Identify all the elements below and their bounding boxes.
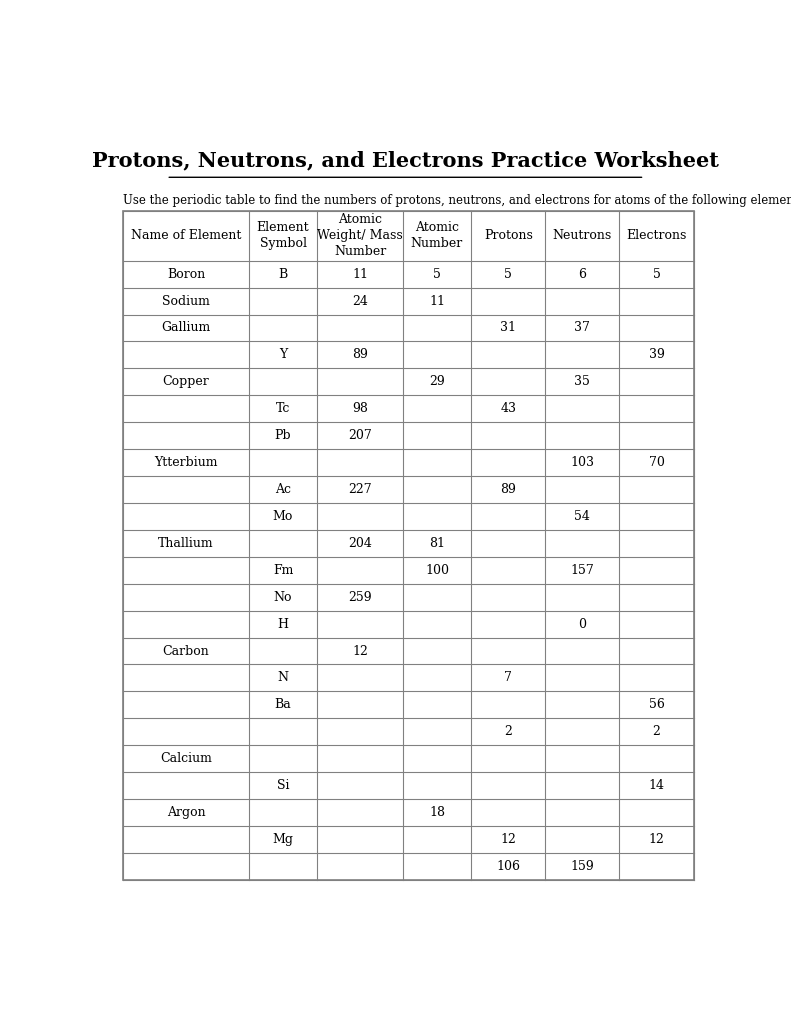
Text: Copper: Copper — [163, 376, 210, 388]
Text: Name of Element: Name of Element — [131, 229, 241, 243]
Text: Ac: Ac — [275, 483, 291, 496]
Text: Atomic
Weight/ Mass
Number: Atomic Weight/ Mass Number — [317, 213, 403, 258]
Text: 14: 14 — [649, 779, 664, 793]
Text: 157: 157 — [570, 564, 594, 577]
Text: Mo: Mo — [273, 510, 293, 523]
Text: 207: 207 — [348, 429, 372, 442]
Text: 103: 103 — [570, 456, 594, 469]
Text: 11: 11 — [429, 295, 445, 307]
Text: 89: 89 — [352, 348, 368, 361]
Text: 43: 43 — [500, 402, 517, 415]
Text: H: H — [278, 617, 289, 631]
Text: Mg: Mg — [273, 833, 293, 846]
Text: 29: 29 — [429, 376, 445, 388]
Text: 6: 6 — [578, 267, 586, 281]
Text: 35: 35 — [574, 376, 590, 388]
Text: Pb: Pb — [274, 429, 291, 442]
Text: Thallium: Thallium — [158, 537, 214, 550]
Text: 204: 204 — [348, 537, 372, 550]
Text: 0: 0 — [578, 617, 586, 631]
Text: 31: 31 — [500, 322, 517, 335]
Text: Boron: Boron — [167, 267, 205, 281]
Text: Protons, Neutrons, and Electrons Practice Worksheet: Protons, Neutrons, and Electrons Practic… — [92, 151, 719, 170]
Text: Y: Y — [279, 348, 287, 361]
Text: 259: 259 — [348, 591, 372, 604]
Text: N: N — [278, 672, 289, 684]
Text: Ba: Ba — [274, 698, 291, 712]
Text: 227: 227 — [348, 483, 372, 496]
Text: 5: 5 — [653, 267, 660, 281]
Text: Tc: Tc — [276, 402, 290, 415]
Text: 54: 54 — [574, 510, 590, 523]
Text: Neutrons: Neutrons — [553, 229, 612, 243]
Text: 89: 89 — [500, 483, 517, 496]
Text: 100: 100 — [425, 564, 449, 577]
Text: No: No — [274, 591, 293, 604]
Text: 56: 56 — [649, 698, 664, 712]
Text: 2: 2 — [653, 725, 660, 738]
Text: 5: 5 — [433, 267, 441, 281]
Text: Argon: Argon — [167, 806, 206, 819]
Text: 81: 81 — [429, 537, 445, 550]
Text: 12: 12 — [352, 644, 368, 657]
Text: 12: 12 — [500, 833, 517, 846]
Text: 98: 98 — [352, 402, 368, 415]
Text: 70: 70 — [649, 456, 664, 469]
Text: Gallium: Gallium — [161, 322, 210, 335]
Text: Sodium: Sodium — [162, 295, 210, 307]
Text: Ytterbium: Ytterbium — [154, 456, 218, 469]
Text: B: B — [278, 267, 288, 281]
Text: 2: 2 — [505, 725, 512, 738]
Text: Use the periodic table to find the numbers of protons, neutrons, and electrons f: Use the periodic table to find the numbe… — [123, 194, 791, 207]
Text: Protons: Protons — [484, 229, 532, 243]
Text: 12: 12 — [649, 833, 664, 846]
Text: 11: 11 — [352, 267, 368, 281]
Text: Fm: Fm — [273, 564, 293, 577]
Text: Electrons: Electrons — [626, 229, 687, 243]
Text: 18: 18 — [429, 806, 445, 819]
Text: 39: 39 — [649, 348, 664, 361]
Text: 106: 106 — [496, 860, 520, 872]
Text: 5: 5 — [505, 267, 512, 281]
Text: Si: Si — [277, 779, 290, 793]
Text: 37: 37 — [574, 322, 590, 335]
Text: Carbon: Carbon — [163, 644, 210, 657]
Text: 159: 159 — [570, 860, 594, 872]
Text: Atomic
Number: Atomic Number — [411, 221, 463, 251]
Text: Calcium: Calcium — [160, 753, 212, 765]
Text: Element
Symbol: Element Symbol — [257, 221, 309, 251]
Text: 7: 7 — [505, 672, 512, 684]
Text: 24: 24 — [352, 295, 368, 307]
